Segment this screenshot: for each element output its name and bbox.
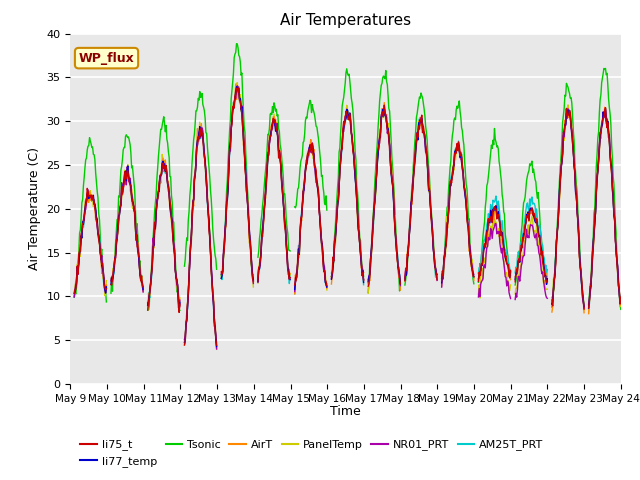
- Title: Air Temperatures: Air Temperatures: [280, 13, 411, 28]
- Legend: li75_t, li77_temp, Tsonic, AirT, PanelTemp, NR01_PRT, AM25T_PRT: li75_t, li77_temp, Tsonic, AirT, PanelTe…: [76, 435, 547, 471]
- X-axis label: Time: Time: [330, 405, 361, 418]
- Y-axis label: Air Temperature (C): Air Temperature (C): [28, 147, 41, 270]
- Text: WP_flux: WP_flux: [79, 52, 134, 65]
